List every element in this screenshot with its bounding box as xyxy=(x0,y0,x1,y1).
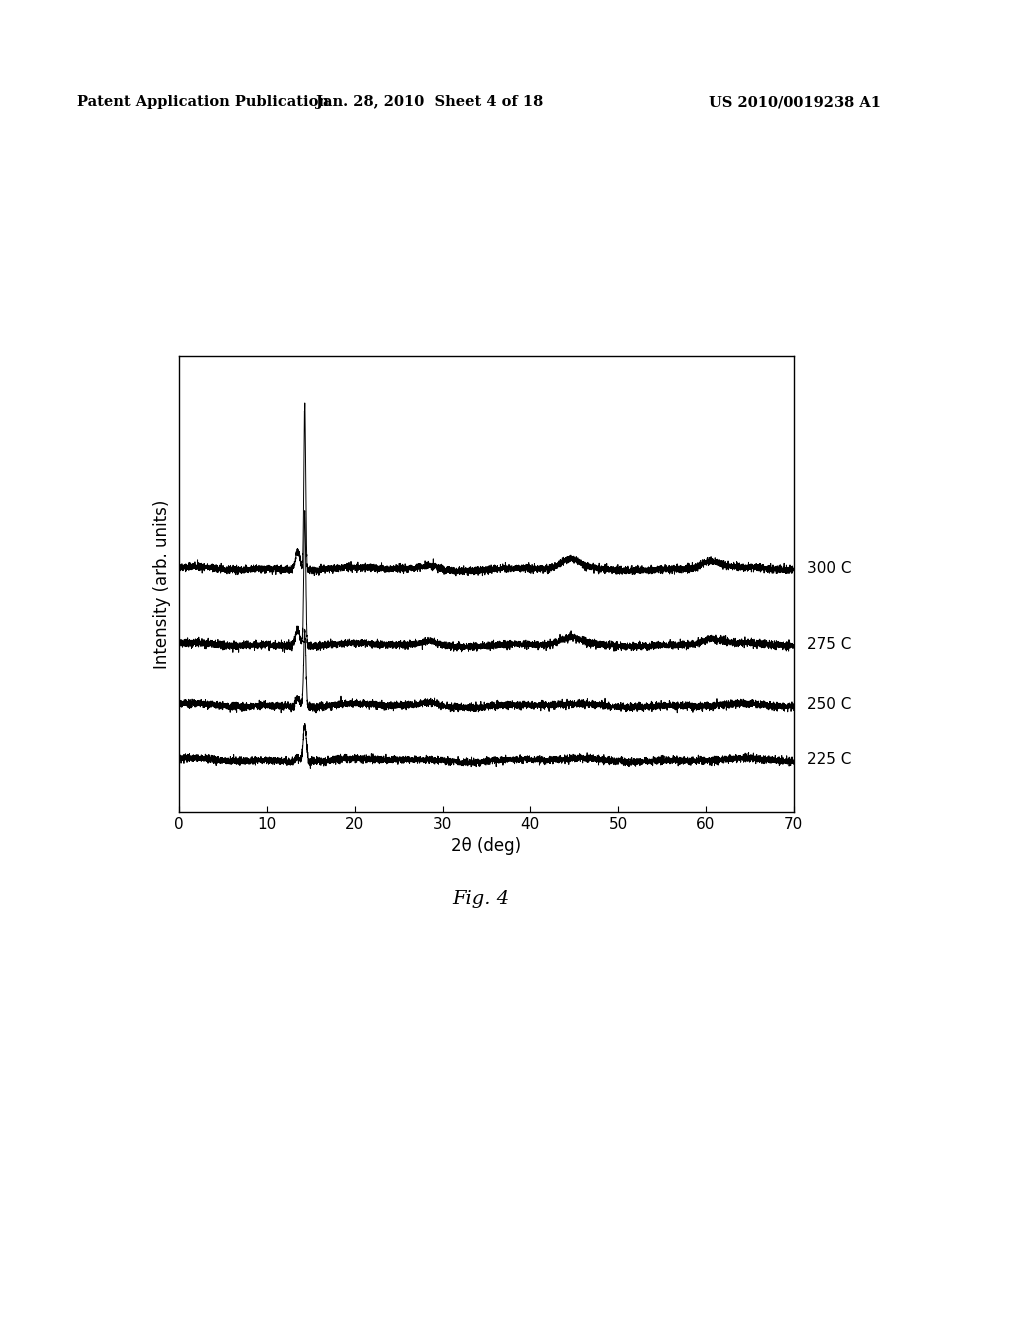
X-axis label: 2θ (deg): 2θ (deg) xyxy=(452,837,521,855)
Text: US 2010/0019238 A1: US 2010/0019238 A1 xyxy=(709,95,881,110)
Y-axis label: Intensity (arb. units): Intensity (arb. units) xyxy=(153,499,171,669)
Text: 275 C: 275 C xyxy=(807,636,851,652)
Text: 250 C: 250 C xyxy=(807,697,851,713)
Text: Jan. 28, 2010  Sheet 4 of 18: Jan. 28, 2010 Sheet 4 of 18 xyxy=(316,95,544,110)
Text: Fig. 4: Fig. 4 xyxy=(453,890,510,908)
Text: Patent Application Publication: Patent Application Publication xyxy=(77,95,329,110)
Text: 225 C: 225 C xyxy=(807,752,851,767)
Text: 300 C: 300 C xyxy=(807,561,851,576)
